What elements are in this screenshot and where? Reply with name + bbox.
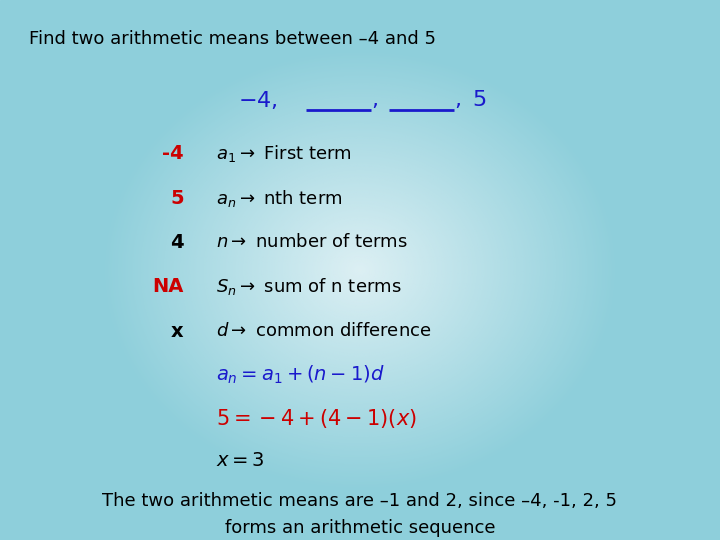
Text: $a_1 \rightarrow$ First term: $a_1 \rightarrow$ First term	[216, 144, 352, 164]
Text: $,$: $,$	[454, 90, 461, 110]
Text: $d \rightarrow$ common difference: $d \rightarrow$ common difference	[216, 322, 431, 340]
Text: $a_n \rightarrow$ nth term: $a_n \rightarrow$ nth term	[216, 188, 343, 208]
Text: x: x	[171, 321, 184, 341]
Text: $S_n \rightarrow$ sum of n terms: $S_n \rightarrow$ sum of n terms	[216, 276, 402, 297]
Text: $-4,$: $-4,$	[238, 89, 277, 111]
Text: -4: -4	[162, 144, 184, 164]
Text: $n \rightarrow$ number of terms: $n \rightarrow$ number of terms	[216, 233, 408, 252]
Text: 4: 4	[170, 233, 184, 252]
Text: 5: 5	[170, 188, 184, 208]
Text: $5 = -4 + (4-1)(x)$: $5 = -4 + (4-1)(x)$	[216, 407, 417, 430]
Text: The two arithmetic means are –1 and 2, since –4, -1, 2, 5: The two arithmetic means are –1 and 2, s…	[102, 492, 618, 510]
Text: Find two arithmetic means between –4 and 5: Find two arithmetic means between –4 and…	[29, 30, 436, 48]
Text: $5$: $5$	[472, 90, 486, 110]
Text: $x = 3$: $x = 3$	[216, 450, 265, 470]
Text: $a_n = a_1 + (n-1)d$: $a_n = a_1 + (n-1)d$	[216, 364, 384, 387]
Text: $,$: $,$	[371, 90, 378, 110]
Text: forms an arithmetic sequence: forms an arithmetic sequence	[225, 519, 495, 537]
Text: NA: NA	[152, 277, 184, 296]
